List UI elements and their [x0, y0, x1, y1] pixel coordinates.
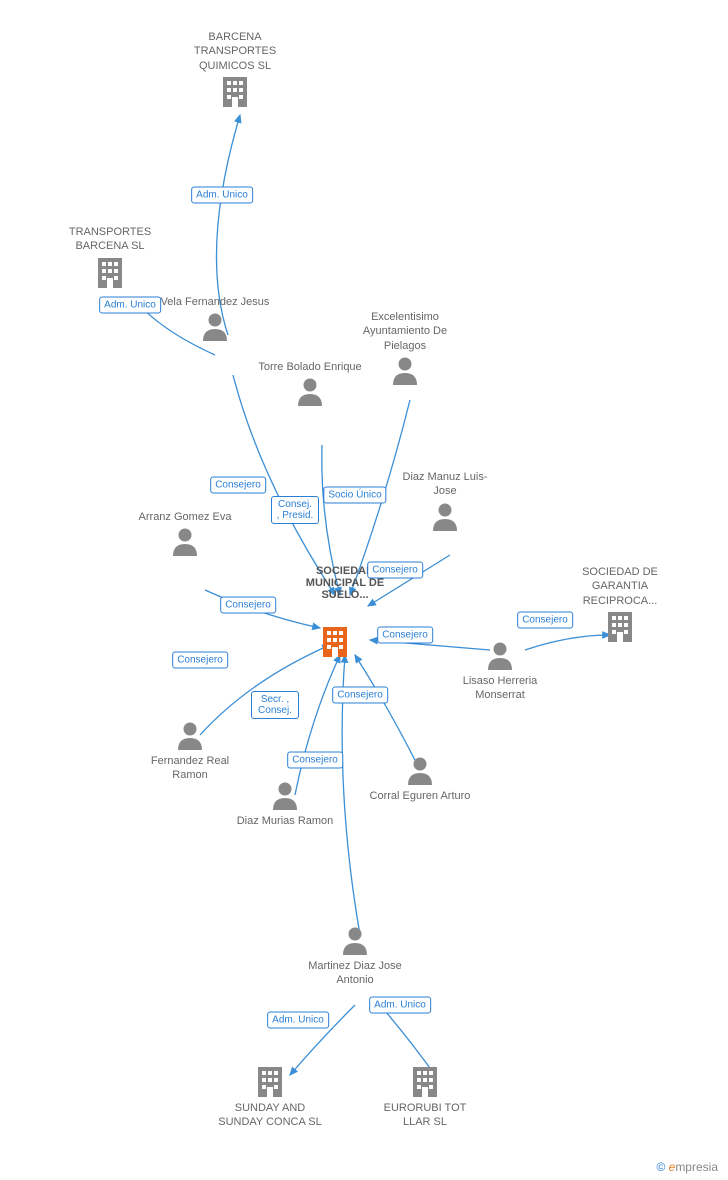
- person-icon: [255, 376, 365, 406]
- node-label: EURORUBI TOT LLAR SL: [370, 1101, 480, 1130]
- edge-label: Consejero: [287, 752, 343, 769]
- building-icon: [280, 625, 390, 657]
- diagram-canvas: BARCENA TRANSPORTES QUIMICOS SL TRANSPOR…: [0, 0, 728, 1180]
- edge-label: Consejero: [367, 562, 423, 579]
- node-label: Fernandez Real Ramon: [135, 754, 245, 783]
- edge-label: Consejero: [332, 687, 388, 704]
- node-eurorubi[interactable]: EURORUBI TOT LLAR SL: [370, 1065, 480, 1130]
- edge-label: Adm. Unico: [99, 297, 161, 314]
- node-martinez[interactable]: Martinez Diaz Jose Antonio: [300, 925, 410, 988]
- node-label: SOCIEDAD DE GARANTIA RECIPROCA...: [565, 565, 675, 608]
- edge-path: [295, 655, 340, 795]
- person-icon: [350, 355, 460, 385]
- person-icon: [160, 311, 270, 341]
- edge-label: Consejero: [210, 477, 266, 494]
- person-icon: [230, 780, 340, 810]
- node-label: Diaz Manuz Luis- Jose: [390, 470, 500, 499]
- node-label: SUNDAY AND SUNDAY CONCA SL: [215, 1101, 325, 1130]
- node-label: Vela Fernandez Jesus: [160, 295, 270, 309]
- node-label: Lisaso Herreria Monserrat: [445, 674, 555, 703]
- building-icon: [215, 1065, 325, 1097]
- person-icon: [390, 501, 500, 531]
- node-label: Torre Bolado Enrique: [255, 360, 365, 374]
- building-icon: [565, 610, 675, 642]
- node-label: Arranz Gomez Eva: [130, 510, 240, 524]
- node-arranz[interactable]: Arranz Gomez Eva: [130, 510, 240, 556]
- node-vela[interactable]: Vela Fernandez Jesus: [160, 295, 270, 341]
- copyright-symbol: ©: [656, 1160, 665, 1174]
- building-icon: [370, 1065, 480, 1097]
- building-icon: [55, 256, 165, 288]
- node-ayuntamiento[interactable]: Excelentisimo Ayuntamiento De Pielagos: [350, 310, 460, 385]
- edge-label: Consejero: [220, 597, 276, 614]
- node-label: BARCENA TRANSPORTES QUIMICOS SL: [180, 30, 290, 73]
- edge-label: Socio Único: [323, 487, 386, 504]
- node-center_building[interactable]: [280, 625, 390, 657]
- edge-label: Consejero: [172, 652, 228, 669]
- edge-label: Adm. Unico: [191, 187, 253, 204]
- node-barcena_quimicos[interactable]: BARCENA TRANSPORTES QUIMICOS SL: [180, 30, 290, 107]
- edge-label: Consejero: [377, 627, 433, 644]
- node-corral[interactable]: Corral Eguren Arturo: [365, 755, 475, 803]
- edge-label: Adm. Unico: [267, 1012, 329, 1029]
- node-sociedad_garantia[interactable]: SOCIEDAD DE GARANTIA RECIPROCA...: [565, 565, 675, 642]
- node-sunday[interactable]: SUNDAY AND SUNDAY CONCA SL: [215, 1065, 325, 1130]
- node-label: Excelentisimo Ayuntamiento De Pielagos: [350, 310, 460, 353]
- node-lisaso[interactable]: Lisaso Herreria Monserrat: [445, 640, 555, 703]
- person-icon: [130, 526, 240, 556]
- person-icon: [135, 720, 245, 750]
- edge-path: [355, 655, 420, 770]
- node-label: Diaz Murias Ramon: [230, 814, 340, 828]
- edge-label: Secr. , Consej.: [251, 691, 299, 719]
- node-label: Corral Eguren Arturo: [365, 789, 475, 803]
- person-icon: [300, 925, 410, 955]
- building-icon: [180, 75, 290, 107]
- person-icon: [445, 640, 555, 670]
- node-label: TRANSPORTES BARCENA SL: [55, 225, 165, 254]
- node-diaz_murias[interactable]: Diaz Murias Ramon: [230, 780, 340, 828]
- node-transportes_barcena[interactable]: TRANSPORTES BARCENA SL: [55, 225, 165, 288]
- node-fernandez_real[interactable]: Fernandez Real Ramon: [135, 720, 245, 783]
- footer-credit: © empresia: [656, 1160, 718, 1174]
- person-icon: [365, 755, 475, 785]
- edge-label: Consejero: [517, 612, 573, 629]
- node-diaz_manuz[interactable]: Diaz Manuz Luis- Jose: [390, 470, 500, 531]
- brand-rest: mpresia: [675, 1160, 718, 1174]
- node-torre[interactable]: Torre Bolado Enrique: [255, 360, 365, 406]
- edge-label: Consej. , Presid.: [271, 496, 319, 524]
- node-label: Martinez Diaz Jose Antonio: [300, 959, 410, 988]
- edge-label: Adm. Unico: [369, 997, 431, 1014]
